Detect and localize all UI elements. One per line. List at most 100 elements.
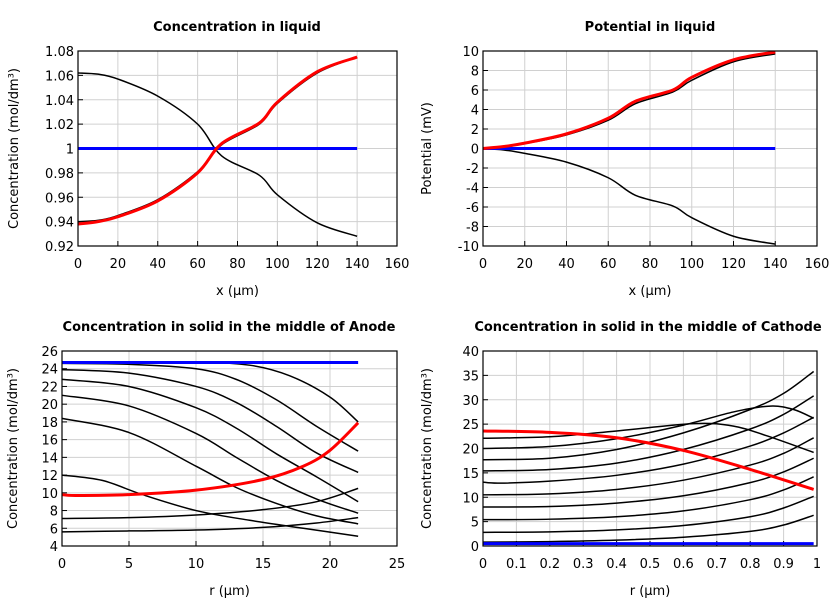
y-tick-label: 6 xyxy=(50,522,58,537)
y-tick-label: 0 xyxy=(471,143,479,158)
y-tick-label: 25 xyxy=(462,418,479,433)
series-line-7 xyxy=(61,474,359,537)
x-tick-label: 60 xyxy=(600,257,617,272)
series-line-2 xyxy=(482,405,814,450)
x-tick-label: 0 xyxy=(58,557,66,572)
series-line-11 xyxy=(61,421,360,497)
x-tick-label: 80 xyxy=(642,257,659,272)
y-tick-label: -4 xyxy=(466,182,479,197)
x-tick-label: 40 xyxy=(149,257,166,272)
y-tick-label: 20 xyxy=(462,443,479,458)
x-tick-label: 1 xyxy=(813,557,821,572)
y-tick-label: 1.02 xyxy=(45,118,74,133)
x-tick-label: 140 xyxy=(345,257,370,272)
y-tick-label: 1 xyxy=(66,143,74,158)
x-tick-label: 100 xyxy=(265,257,290,272)
y-axis-label: Concentration (mol/dm³) xyxy=(420,368,435,529)
x-tick-label: 140 xyxy=(763,257,788,272)
y-tick-label: 0.98 xyxy=(45,167,74,182)
y-tick-label: 2 xyxy=(471,123,479,138)
y-tick-label: 15 xyxy=(462,467,479,482)
x-tick-label: 0.4 xyxy=(606,557,627,572)
y-tick-label: 0.94 xyxy=(45,216,74,231)
y-tick-label: 1.06 xyxy=(45,69,74,84)
y-tick-label: 14 xyxy=(41,451,58,466)
y-tick-label: 24 xyxy=(41,363,58,378)
y-tick-label: 0.92 xyxy=(45,240,74,255)
x-tick-label: 0 xyxy=(479,257,487,272)
y-tick-label: 0 xyxy=(471,540,479,555)
x-tick-label: 0.5 xyxy=(640,557,661,572)
chart-title: Concentration in solid in the middle of … xyxy=(474,320,822,335)
y-tick-label: 20 xyxy=(41,398,58,413)
y-tick-label: 22 xyxy=(41,380,58,395)
y-tick-label: 0.96 xyxy=(45,191,74,206)
series-line-6 xyxy=(61,417,359,525)
series-line-2 xyxy=(61,362,359,452)
x-tick-label: 60 xyxy=(189,257,206,272)
x-tick-label: 100 xyxy=(679,257,704,272)
x-tick-label: 5 xyxy=(125,557,133,572)
x-tick-label: 120 xyxy=(721,257,746,272)
y-tick-label: 35 xyxy=(462,369,479,384)
x-tick-label: 0 xyxy=(479,557,487,572)
subplot-1: Concentration in liquid 0 20 40 60 80 100 120 14… xyxy=(7,20,409,299)
series-line-4 xyxy=(61,378,359,503)
x-tick-label: 20 xyxy=(322,557,339,572)
series-line-9 xyxy=(482,495,814,534)
y-tick-label: 8 xyxy=(471,65,479,80)
y-tick-label: 1.08 xyxy=(45,45,74,60)
y-tick-label: -2 xyxy=(466,162,479,177)
series-line-5 xyxy=(61,394,359,514)
y-axis-label: Potential (mV) xyxy=(420,102,435,195)
y-tick-label: 6 xyxy=(471,84,479,99)
y-tick-label: 12 xyxy=(41,469,58,484)
y-axis-label: Concentration (mol/dm³) xyxy=(6,368,21,529)
x-tick-label: 0.9 xyxy=(773,557,794,572)
x-tick-label: 0.6 xyxy=(673,557,694,572)
y-tick-label: 10 xyxy=(41,487,58,502)
y-tick-label: 10 xyxy=(462,45,479,60)
y-axis-label: Concentration (mol/dm³) xyxy=(7,68,22,229)
x-tick-label: 0 xyxy=(74,257,82,272)
x-tick-label: 25 xyxy=(389,557,406,572)
y-tick-label: -6 xyxy=(466,201,479,216)
series-line-1 xyxy=(77,72,358,237)
x-tick-label: 160 xyxy=(385,257,410,272)
series-line-7 xyxy=(482,457,814,508)
y-tick-label: 30 xyxy=(462,394,479,409)
y-tick-label: 8 xyxy=(50,505,58,520)
y-tick-label: 26 xyxy=(41,345,58,360)
series-line-5 xyxy=(482,416,815,484)
x-tick-label: 160 xyxy=(805,257,830,272)
x-tick-label: 20 xyxy=(516,257,533,272)
series-line-8 xyxy=(61,487,359,520)
chart-title: Concentration in liquid xyxy=(153,20,321,35)
plot-frame xyxy=(482,50,818,247)
y-tick-label: 18 xyxy=(41,416,58,431)
chart-title: Potential in liquid xyxy=(585,20,716,35)
y-tick-label: 4 xyxy=(471,104,479,119)
x-tick-label: 0.3 xyxy=(573,557,594,572)
x-axis-label: r (µm) xyxy=(209,584,250,599)
plot-frame xyxy=(482,350,818,547)
series-line-8 xyxy=(482,476,814,521)
y-tick-label: 4 xyxy=(50,540,58,555)
series-line-2 xyxy=(482,147,776,245)
x-tick-label: 40 xyxy=(558,257,575,272)
y-tick-label: 1.04 xyxy=(45,94,74,109)
series-line-10 xyxy=(482,514,814,543)
x-tick-label: 15 xyxy=(255,557,272,572)
series-line-9 xyxy=(61,516,359,533)
y-tick-label: 10 xyxy=(462,491,479,506)
subplot-4: Concentration in solid in the middle of … xyxy=(420,320,822,599)
chart-title: Concentration in solid in the middle of … xyxy=(63,320,396,335)
x-axis-label: r (µm) xyxy=(630,584,671,599)
y-tick-label: 5 xyxy=(471,516,479,531)
subplot-3: Concentration in solid in the middle of … xyxy=(6,320,405,599)
x-axis-label: x (µm) xyxy=(629,284,672,299)
x-tick-label: 10 xyxy=(188,557,205,572)
x-tick-label: 80 xyxy=(229,257,246,272)
